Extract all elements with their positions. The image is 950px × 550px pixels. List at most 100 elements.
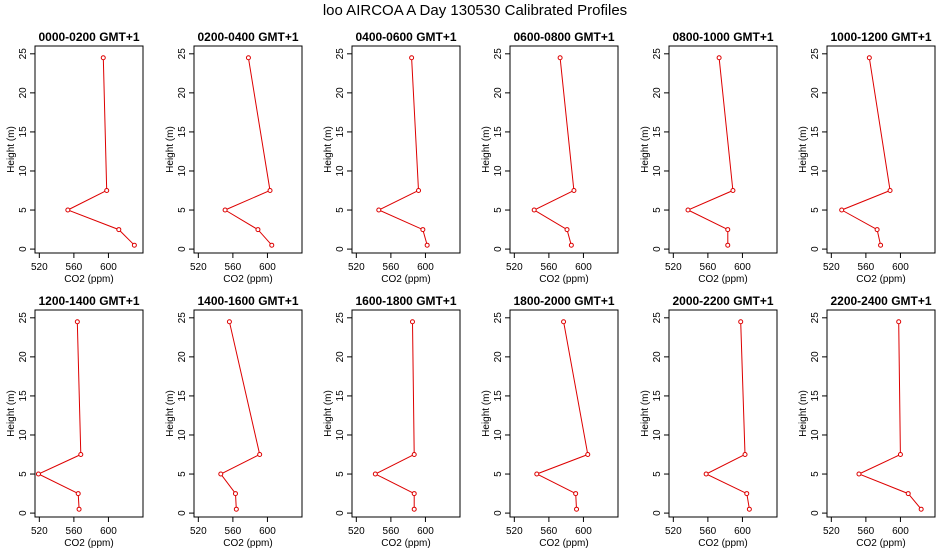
x-tick-label: 600 <box>417 526 434 537</box>
y-tick-label: 20 <box>177 87 188 99</box>
chart-title: 2000-2200 GMT+1 <box>672 294 773 308</box>
y-tick-label: 15 <box>177 126 188 138</box>
data-point <box>905 491 911 497</box>
y-tick-label: 25 <box>335 48 346 60</box>
x-tick-label: 600 <box>417 262 434 273</box>
y-axis-label: Height (m) <box>798 126 809 173</box>
y-tick-label: 15 <box>652 390 663 402</box>
chart-title: 0400-0600 GMT+1 <box>355 30 456 44</box>
data-point <box>233 506 239 512</box>
data-point <box>411 491 417 497</box>
chart-title: 1400-1600 GMT+1 <box>197 294 298 308</box>
y-tick-label: 15 <box>493 390 504 402</box>
y-tick-label: 25 <box>810 48 821 60</box>
x-axis-label: CO2 (ppm) <box>856 538 905 549</box>
data-point <box>839 207 845 213</box>
data-point <box>866 55 872 61</box>
x-axis-label: CO2 (ppm) <box>223 538 272 549</box>
x-tick-label: 520 <box>506 526 523 537</box>
data-point <box>716 55 722 61</box>
data-point <box>76 506 82 512</box>
y-tick-label: 0 <box>810 246 821 252</box>
chart-title: 0200-0400 GMT+1 <box>197 30 298 44</box>
series-line <box>377 57 428 246</box>
y-tick-label: 0 <box>652 510 663 516</box>
y-tick-label: 10 <box>652 429 663 441</box>
y-tick-label: 25 <box>493 312 504 324</box>
data-point <box>116 227 122 233</box>
y-tick-label: 25 <box>810 312 821 324</box>
y-tick-label: 0 <box>335 510 346 516</box>
x-axis-label: CO2 (ppm) <box>223 274 272 285</box>
y-tick-label: 20 <box>810 87 821 99</box>
data-point <box>874 227 880 233</box>
plot-frame <box>509 45 619 254</box>
data-point <box>887 188 893 194</box>
y-tick-label: 15 <box>652 126 663 138</box>
data-point <box>725 227 731 233</box>
data-point <box>573 491 579 497</box>
x-tick-label: 600 <box>734 526 751 537</box>
data-point <box>746 506 752 512</box>
y-tick-label: 5 <box>335 471 346 477</box>
data-point <box>372 471 378 477</box>
data-point <box>424 242 430 248</box>
data-point <box>245 55 251 61</box>
x-tick-label: 560 <box>66 526 83 537</box>
data-point <box>557 55 563 61</box>
data-point <box>78 452 84 458</box>
series-line <box>686 57 734 246</box>
series-line <box>840 57 891 246</box>
plot-frame <box>826 45 936 254</box>
x-tick-label: 560 <box>383 526 400 537</box>
plot-frame <box>351 45 461 254</box>
data-point <box>730 188 736 194</box>
series-line <box>535 321 589 510</box>
x-tick-label: 560 <box>700 526 717 537</box>
plot-frame <box>193 309 303 518</box>
x-tick-label: 560 <box>225 526 242 537</box>
series-line <box>857 321 922 510</box>
y-axis-label: Height (m) <box>640 390 651 437</box>
x-tick-label: 520 <box>31 526 48 537</box>
y-tick-label: 25 <box>18 48 29 60</box>
x-tick-label: 600 <box>892 262 909 273</box>
x-tick-label: 520 <box>348 526 365 537</box>
data-point <box>218 471 224 477</box>
data-point <box>534 471 540 477</box>
y-tick-label: 25 <box>335 312 346 324</box>
x-tick-label: 560 <box>383 262 400 273</box>
y-tick-label: 5 <box>335 207 346 213</box>
y-tick-label: 10 <box>177 165 188 177</box>
y-tick-label: 10 <box>177 429 188 441</box>
y-tick-label: 20 <box>493 87 504 99</box>
plot-frame <box>351 309 461 518</box>
data-point <box>685 207 691 213</box>
data-point <box>257 452 263 458</box>
y-tick-label: 0 <box>177 510 188 516</box>
data-point <box>65 207 71 213</box>
x-tick-label: 520 <box>506 262 523 273</box>
y-tick-label: 5 <box>652 207 663 213</box>
y-tick-label: 25 <box>177 48 188 60</box>
y-tick-label: 10 <box>335 429 346 441</box>
y-tick-label: 5 <box>493 207 504 213</box>
data-point <box>232 491 238 497</box>
y-tick-label: 5 <box>177 471 188 477</box>
data-point <box>742 452 748 458</box>
data-point <box>725 242 731 248</box>
y-tick-label: 25 <box>652 48 663 60</box>
x-tick-label: 520 <box>348 262 365 273</box>
x-tick-label: 560 <box>858 262 875 273</box>
y-axis-label: Height (m) <box>481 390 492 437</box>
plot-frame <box>34 45 144 254</box>
x-tick-label: 520 <box>665 262 682 273</box>
